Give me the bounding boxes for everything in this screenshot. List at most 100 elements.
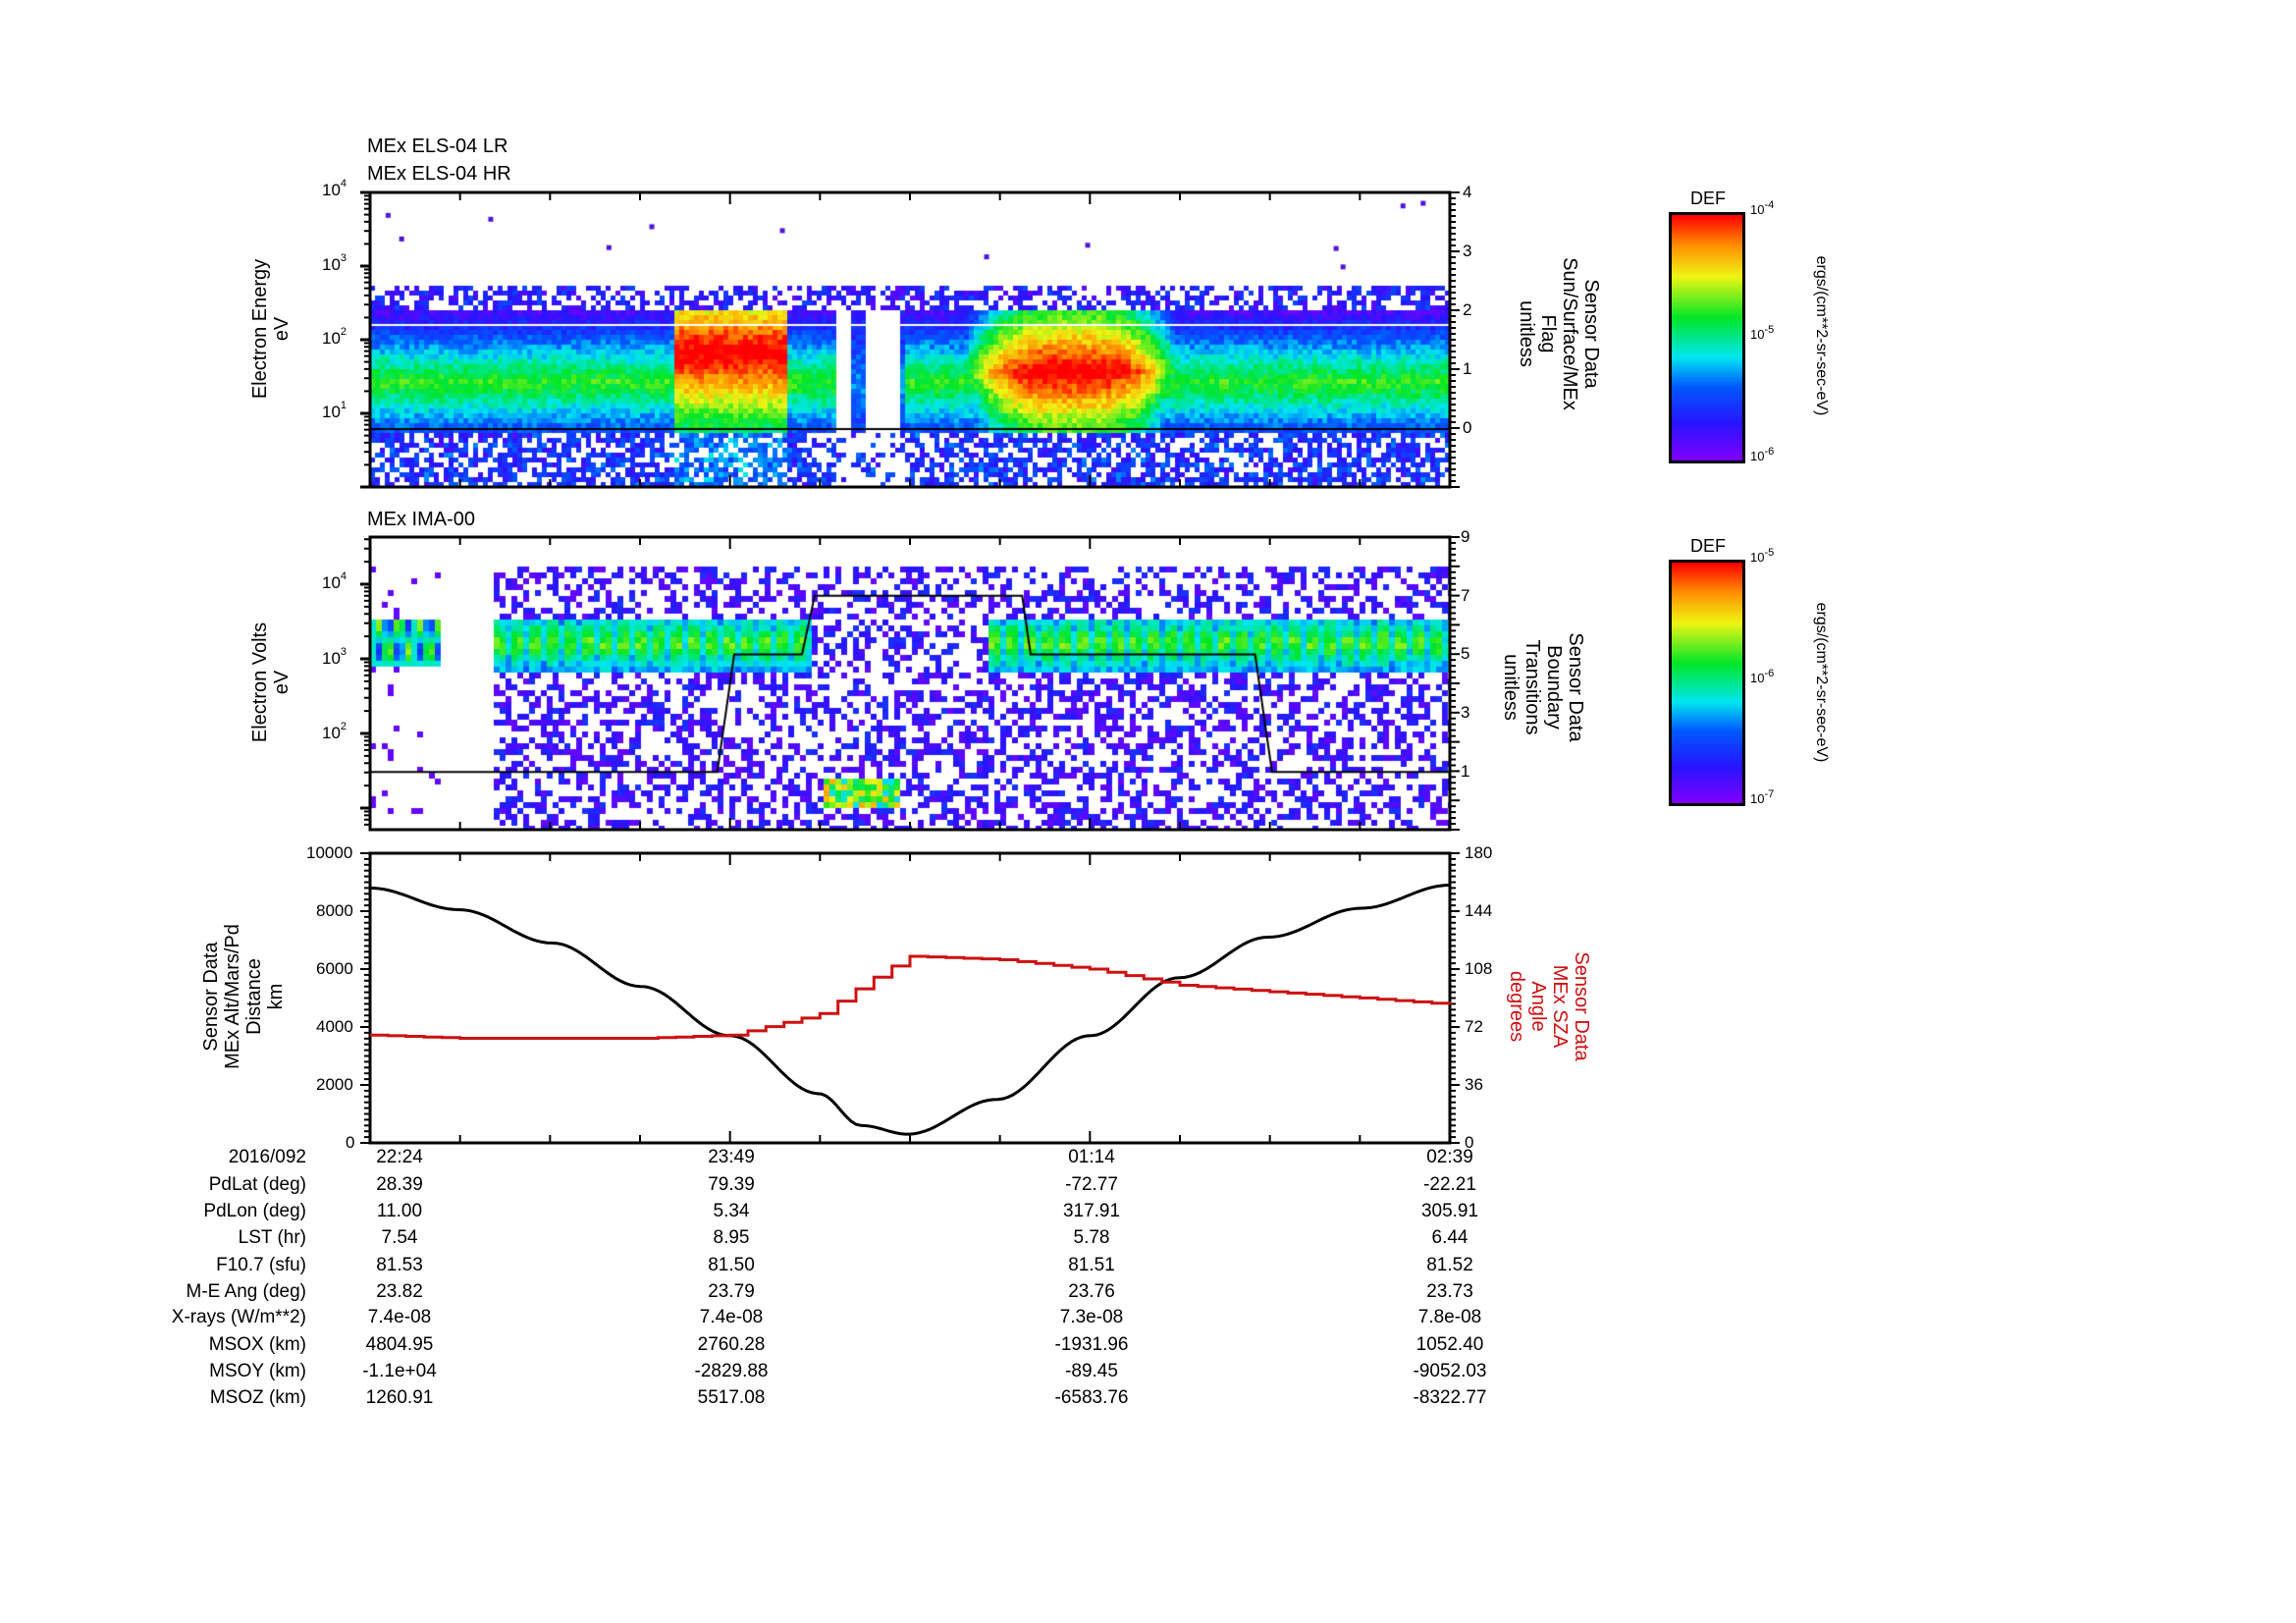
els-ytick-1e4: 104 <box>322 178 347 199</box>
ima-cb-tick-min: 10-7 <box>1750 788 1775 806</box>
ephemeris-value: -8322.77 <box>1413 1387 1487 1408</box>
els-colorbar <box>1669 212 1745 463</box>
ephemeris-value: -6583.76 <box>1054 1387 1129 1408</box>
ephemeris-date: 2016/092 <box>228 1147 306 1167</box>
alt-ytick-4000: 4000 <box>316 1017 353 1036</box>
ephemeris-value: 317.91 <box>1062 1201 1121 1221</box>
els-flag-tick-3: 3 <box>1463 242 1472 260</box>
ephemeris-value: -1.1e+04 <box>362 1361 437 1381</box>
els-spectrogram <box>370 192 1450 487</box>
ephemeris-row-label: MSOY (km) <box>209 1361 306 1381</box>
ephemeris-row: M-E Ang (deg) 23.82 23.79 23.76 23.73 <box>0 1280 2296 1304</box>
ephemeris-row: LST (hr) 7.54 8.95 5.78 6.44 <box>0 1226 2296 1250</box>
ima-bt-tick-5: 5 <box>1461 644 1470 663</box>
time-label-1: 23:49 <box>708 1147 755 1167</box>
ephemeris-value: -72.77 <box>1065 1174 1118 1195</box>
ephemeris-row: MSOZ (km) 1260.91 5517.08 -6583.76 -8322.77 <box>0 1386 2296 1410</box>
els-colorbar-title: DEF <box>1690 189 1726 208</box>
ima-bt-tick-9: 9 <box>1461 527 1470 546</box>
ephemeris-value: 81.51 <box>1068 1255 1115 1275</box>
ephemeris-value: 81.50 <box>708 1255 755 1275</box>
ephemeris-value: 23.82 <box>376 1281 423 1302</box>
alt-sza-plot <box>360 851 1460 1145</box>
alt-ytick-8000: 8000 <box>316 901 353 920</box>
alt-ylabel: Sensor Data MEx Alt/Mars/Pd Distance km <box>200 924 287 1069</box>
sza-ytick-108: 108 <box>1465 959 1493 978</box>
els-ytick-1e2: 102 <box>322 326 347 348</box>
ephemeris-row: PdLat (deg) 28.39 79.39 -72.77 -22.21 <box>0 1173 2296 1197</box>
time-label-2: 01:14 <box>1068 1147 1115 1167</box>
els-title-lr: MEx ELS-04 LR <box>367 135 508 157</box>
sza-ytick-0: 0 <box>1465 1133 1474 1152</box>
ephemeris-value: 4804.95 <box>365 1334 434 1355</box>
ephemeris-time-row: 2016/092 22:24 23:49 01:14 02:39 <box>0 1146 2296 1169</box>
ephemeris-value: 7.4e-08 <box>699 1307 764 1327</box>
els-flag-tick-1: 1 <box>1463 359 1472 378</box>
alt-ytick-10000: 10000 <box>306 843 353 862</box>
els-flag-tick-0: 0 <box>1463 418 1472 437</box>
ima-bt-tick-7: 7 <box>1461 586 1470 605</box>
ephemeris-value: 23.76 <box>1068 1281 1115 1302</box>
ephemeris-value: 28.39 <box>376 1174 423 1195</box>
ephemeris-value: 7.8e-08 <box>1417 1307 1482 1327</box>
els-axes <box>360 190 1460 489</box>
ephemeris-row-label: F10.7 (sfu) <box>216 1255 306 1275</box>
els-cb-tick-mid: 10-5 <box>1750 324 1775 342</box>
ephemeris-value: 5.78 <box>1073 1227 1110 1248</box>
sza-ytick-180: 180 <box>1465 843 1493 862</box>
ephemeris-value: 11.00 <box>376 1201 423 1221</box>
ephemeris-row: X-rays (W/m**2) 7.4e-08 7.4e-08 7.3e-08 7.8e… <box>0 1306 2296 1329</box>
els-ytick-1e3: 103 <box>322 252 347 274</box>
ima-colorbar <box>1669 560 1745 806</box>
ephemeris-value: 81.53 <box>376 1255 423 1275</box>
ephemeris-value: -89.45 <box>1065 1361 1118 1381</box>
alt-ytick-6000: 6000 <box>316 959 353 978</box>
ephemeris-row-label: M-E Ang (deg) <box>186 1281 307 1302</box>
ephemeris-row-label: X-rays (W/m**2) <box>171 1307 306 1327</box>
ephemeris-value: 23.73 <box>1426 1281 1473 1302</box>
els-flag-tick-2: 2 <box>1463 300 1472 319</box>
alt-ytick-2000: 2000 <box>316 1075 353 1094</box>
ima-cb-tick-mid: 10-6 <box>1750 668 1775 685</box>
ephemeris-value: 1052.40 <box>1415 1334 1484 1355</box>
ima-ytick-1e3: 103 <box>322 646 347 668</box>
ephemeris-value: 2760.28 <box>697 1334 766 1355</box>
ephemeris-value: 1260.91 <box>365 1387 434 1408</box>
ima-colorbar-title: DEF <box>1690 536 1726 556</box>
sza-ytick-36: 36 <box>1465 1075 1483 1094</box>
ima-axes <box>360 535 1460 832</box>
ephemeris-value: -2829.88 <box>694 1361 769 1381</box>
ephemeris-value: 7.3e-08 <box>1059 1307 1124 1327</box>
els-title-hr: MEx ELS-04 HR <box>367 163 511 185</box>
els-cb-tick-min: 10-6 <box>1750 446 1775 463</box>
ephemeris-value: 81.52 <box>1426 1255 1473 1275</box>
ephemeris-row-label: MSOZ (km) <box>209 1387 306 1408</box>
ephemeris-value: 7.54 <box>381 1227 418 1248</box>
sza-ytick-144: 144 <box>1465 901 1493 920</box>
ima-spectrogram <box>370 537 1450 830</box>
ephemeris-value: 6.44 <box>1431 1227 1468 1248</box>
ephemeris-value: 7.4e-08 <box>367 1307 432 1327</box>
ephemeris-value: 79.39 <box>708 1174 755 1195</box>
ephemeris-value: 23.79 <box>708 1281 755 1302</box>
ima-title: MEx IMA-00 <box>367 509 476 530</box>
els-flag-tick-4: 4 <box>1463 183 1472 201</box>
ephemeris-row: PdLon (deg) 11.00 5.34 317.91 305.91 <box>0 1200 2296 1223</box>
ephemeris-row: F10.7 (sfu) 81.53 81.50 81.51 81.52 <box>0 1254 2296 1277</box>
ephemeris-value: -22.21 <box>1423 1174 1476 1195</box>
ephemeris-row-label: PdLat (deg) <box>208 1174 306 1195</box>
ima-ytick-1e4: 104 <box>322 570 347 592</box>
ephemeris-row-label: LST (hr) <box>238 1227 306 1248</box>
alt-ytick-0: 0 <box>346 1133 355 1152</box>
ephemeris-value: -9052.03 <box>1413 1361 1487 1381</box>
ima-ytick-1e2: 102 <box>322 721 347 742</box>
ephemeris-value: 5.34 <box>713 1201 750 1221</box>
ima-cb-tick-max: 10-5 <box>1750 547 1775 565</box>
els-ytick-1e1: 101 <box>322 400 347 421</box>
sza-ylabel: Sensor Data MEx SZA Angle degrees <box>1506 951 1592 1061</box>
ephemeris-value: -1931.96 <box>1054 1334 1129 1355</box>
ephemeris-row: MSOX (km) 4804.95 2760.28 -1931.96 1052.40 <box>0 1333 2296 1357</box>
ima-bt-tick-1: 1 <box>1461 762 1470 781</box>
ephemeris-row-label: MSOX (km) <box>208 1334 306 1355</box>
ephemeris-value: 5517.08 <box>697 1387 766 1408</box>
